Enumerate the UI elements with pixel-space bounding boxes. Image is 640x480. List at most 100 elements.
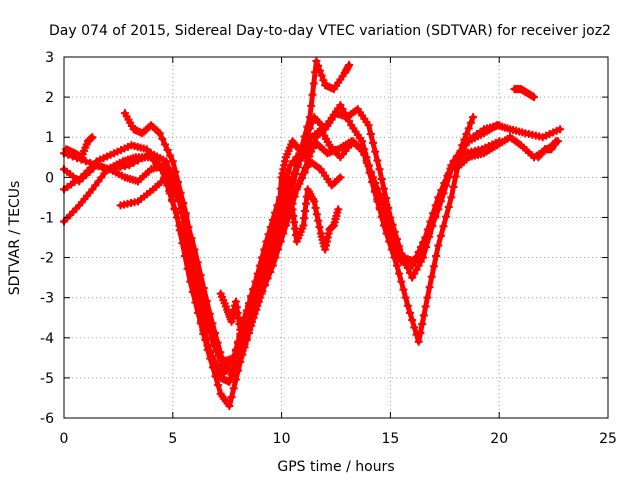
data-point (414, 261, 423, 270)
data-point (336, 173, 345, 182)
data-point (216, 353, 225, 362)
data-point (416, 328, 425, 337)
data-point (373, 184, 382, 193)
data-point (358, 137, 367, 146)
data-series (60, 57, 565, 410)
series-track-11 (273, 137, 317, 238)
data-point (336, 101, 345, 110)
data-point (197, 288, 206, 297)
data-point (173, 213, 182, 222)
data-point (202, 311, 211, 320)
data-point (249, 285, 258, 294)
data-point (392, 241, 401, 250)
data-point (419, 238, 428, 247)
y-tick-label: -2 (40, 251, 54, 267)
data-point (171, 167, 180, 176)
y-tick-label: -6 (40, 411, 54, 427)
data-point (308, 90, 317, 99)
data-point (375, 165, 384, 174)
data-point (231, 362, 240, 371)
data-point (469, 113, 478, 122)
data-point (315, 223, 324, 232)
data-point (314, 216, 323, 225)
data-point (207, 333, 216, 342)
data-point (397, 277, 406, 286)
data-point (214, 381, 223, 390)
axis-ticks (63, 56, 609, 419)
data-point (262, 237, 271, 246)
data-point (340, 109, 349, 118)
data-point (174, 178, 183, 187)
data-point (309, 79, 318, 88)
data-point (425, 283, 434, 292)
data-point (273, 229, 282, 238)
data-point (412, 265, 421, 274)
data-point (192, 263, 201, 272)
data-point (444, 203, 453, 212)
data-point (258, 253, 267, 262)
data-point (274, 218, 283, 227)
data-point (338, 105, 347, 114)
data-point (390, 237, 399, 246)
data-point (205, 322, 214, 331)
data-point (342, 113, 351, 122)
data-point (315, 66, 324, 75)
data-point (449, 157, 458, 166)
data-point (88, 185, 97, 194)
data-point (452, 153, 461, 162)
data-point (231, 346, 240, 355)
data-point (434, 193, 443, 202)
data-point (358, 145, 367, 154)
data-point (211, 372, 220, 381)
data-point (379, 201, 388, 210)
y-tick-label: -3 (40, 291, 54, 307)
data-point (266, 267, 275, 276)
data-point (269, 235, 278, 244)
data-point (274, 245, 283, 254)
data-point (305, 113, 314, 122)
data-point (181, 209, 190, 218)
data-point (187, 236, 196, 245)
data-point (268, 261, 277, 270)
data-point (298, 174, 307, 183)
y-tick-label: 2 (45, 90, 54, 106)
data-point (276, 237, 285, 246)
data-point (166, 172, 175, 181)
data-point (371, 178, 380, 187)
data-point (412, 252, 421, 261)
data-point (395, 245, 404, 254)
data-point (308, 141, 317, 150)
data-point (439, 222, 448, 231)
data-point (229, 353, 238, 362)
series-track-10 (273, 173, 343, 254)
data-point (312, 210, 321, 219)
data-point (434, 241, 443, 250)
data-point (405, 308, 414, 317)
data-point (431, 201, 440, 210)
data-point (189, 250, 198, 259)
data-point (264, 230, 273, 239)
data-point (229, 369, 238, 378)
data-point (312, 57, 321, 66)
x-tick-label: 0 (60, 431, 69, 447)
data-point (377, 174, 386, 183)
data-point (240, 317, 249, 326)
data-point (307, 101, 316, 110)
series-track-7 (451, 133, 562, 174)
data-point (255, 261, 264, 270)
data-point (300, 214, 309, 223)
data-point (385, 220, 394, 229)
data-point (275, 195, 284, 204)
data-point (292, 153, 301, 162)
series-track-8 (510, 85, 539, 102)
data-point (301, 199, 310, 208)
data-point (303, 122, 312, 131)
data-point (408, 316, 417, 325)
data-point (266, 223, 275, 232)
data-point (244, 301, 253, 310)
data-point (194, 308, 203, 317)
data-point (276, 184, 285, 193)
data-point (227, 393, 236, 402)
data-point (412, 330, 421, 339)
data-point (300, 168, 309, 177)
